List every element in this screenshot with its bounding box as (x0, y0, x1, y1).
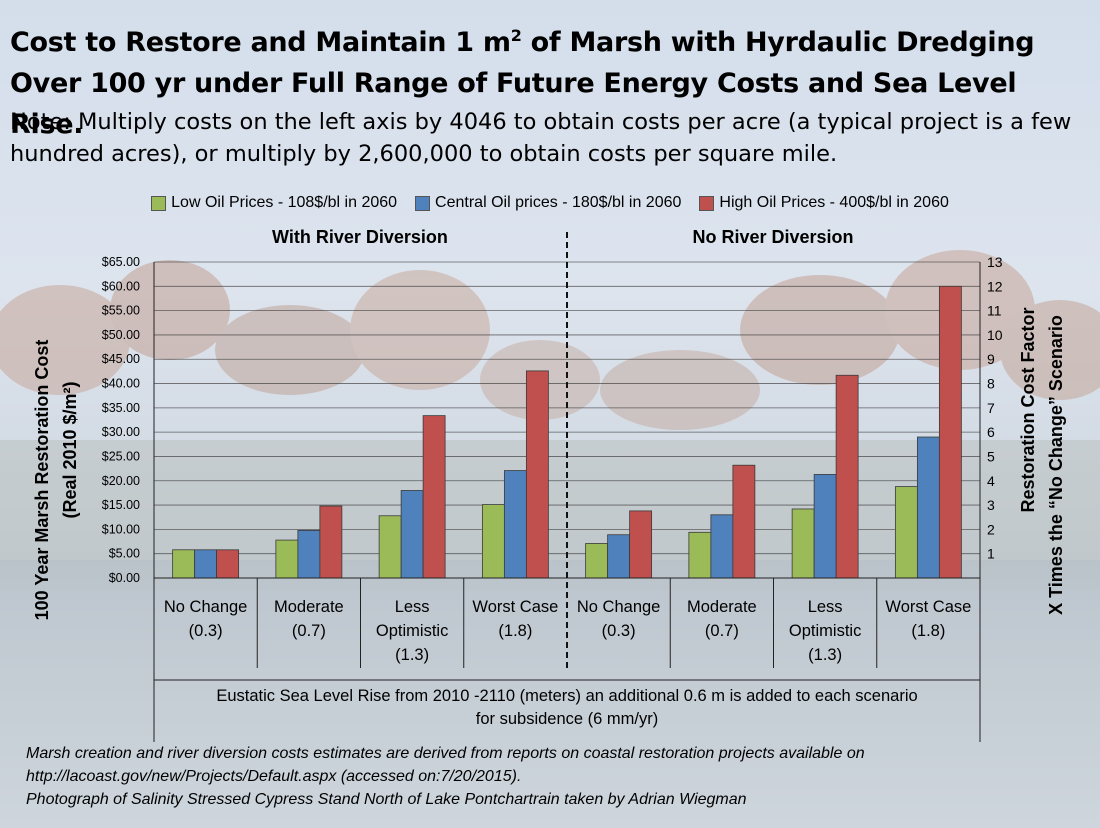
bar (916, 436, 940, 579)
x-category-label: (1.8) (911, 622, 945, 640)
y2-tick-label: 6 (987, 424, 995, 440)
bar (813, 474, 837, 579)
x-category-label: Optimistic (376, 622, 448, 640)
bar (938, 285, 962, 579)
caption-line2: http://lacoast.gov/new/Projects/Default.… (26, 768, 522, 785)
y-tick-label: $15.00 (102, 498, 140, 512)
y2-tick-label: 12 (987, 278, 1003, 294)
legend-swatch-low (151, 195, 167, 211)
x-category-label: (1.8) (498, 622, 532, 640)
legend-swatch-central (415, 195, 431, 211)
y2-tick-label: 11 (987, 303, 1002, 319)
bar (688, 531, 712, 579)
x-axis-label-line1: Eustatic Sea Level Rise from 2010 -2110 … (216, 687, 917, 705)
x-category-label: Less (395, 598, 430, 616)
legend-label-high: High Oil Prices - 400$/bl in 2060 (719, 194, 949, 211)
bar (629, 510, 653, 579)
panel-label-no-diversion: No River Diversion (692, 227, 854, 247)
y-tick-label: $25.00 (102, 449, 140, 463)
x-category-label: Moderate (274, 598, 344, 616)
caption: Marsh creation and river diversion costs… (0, 742, 1100, 811)
y2-tick-label: 7 (987, 400, 995, 416)
bar (732, 464, 756, 579)
y-tick-label: $20.00 (102, 474, 140, 488)
x-category-label: (0.3) (189, 622, 223, 640)
y-tick-label: $65.00 (102, 255, 140, 269)
legend-label-central: Central Oil prices - 180$/bl in 2060 (435, 194, 682, 211)
bar (319, 505, 343, 579)
bar (422, 415, 446, 579)
bar (481, 504, 505, 579)
y2-tick-label: 8 (987, 376, 995, 392)
x-category-label: (1.3) (395, 646, 429, 664)
y2-tick-label: 13 (987, 254, 1003, 270)
caption-line3: Photograph of Salinity Stressed Cypress … (26, 791, 747, 808)
y2-tick-label: 10 (987, 327, 1003, 343)
y2-tick-label: 4 (987, 473, 995, 489)
x-category-label: Less (808, 598, 843, 616)
y2-axis-label-line2: X Times the “No Change” Scenario (1046, 315, 1066, 615)
y-axis-label-line1: 100 Year Marsh Restoration Cost (32, 340, 52, 621)
y-tick-label: $55.00 (102, 304, 140, 318)
legend-item-central: Central Oil prices - 180$/bl in 2060 (415, 192, 681, 214)
bar (378, 515, 402, 579)
y-tick-label: $10.00 (102, 522, 140, 536)
bar (216, 549, 240, 579)
y2-tick-label: 2 (987, 521, 995, 537)
legend-item-high: High Oil Prices - 400$/bl in 2060 (699, 192, 949, 214)
x-category-label: (1.3) (808, 646, 842, 664)
bar (194, 549, 218, 579)
bar (607, 534, 631, 579)
x-category-label: No Change (164, 598, 247, 616)
y2-tick-label: 5 (987, 448, 995, 464)
x-category-label: Worst Case (885, 598, 971, 616)
bar (400, 490, 424, 579)
chart-title: Cost to Restore and Maintain 1 m2 of Mar… (10, 22, 1095, 145)
y2-tick-label: 9 (987, 351, 995, 367)
bar (525, 370, 549, 579)
y-axis-label-line2: (Real 2010 $/m²) (60, 381, 80, 518)
legend-item-low: Low Oil Prices - 108$/bl in 2060 (151, 192, 397, 214)
bar (297, 529, 321, 579)
x-category-label: No Change (577, 598, 660, 616)
x-category-label: (0.7) (705, 622, 739, 640)
bar (710, 514, 734, 579)
x-category-label: (0.7) (292, 622, 326, 640)
title-line1: Cost to Restore and Maintain 1 m2 of Mar… (10, 26, 1035, 58)
y-tick-label: $35.00 (102, 401, 140, 415)
legend-label-low: Low Oil Prices - 108$/bl in 2060 (171, 194, 398, 211)
x-axis-label-line2: for subsidence (6 mm/yr) (476, 710, 658, 728)
bar (172, 549, 196, 579)
y-tick-label: $30.00 (102, 425, 140, 439)
legend-swatch-high (699, 195, 715, 211)
caption-line1: Marsh creation and river diversion costs… (26, 745, 865, 762)
bar (894, 486, 918, 579)
bar (585, 543, 609, 579)
x-category-label: Optimistic (789, 622, 861, 640)
y-tick-label: $40.00 (102, 377, 140, 391)
chart-legend: Low Oil Prices - 108$/bl in 2060 Central… (0, 192, 1100, 214)
y-tick-label: $50.00 (102, 328, 140, 342)
y-tick-label: $60.00 (102, 279, 140, 293)
y2-tick-label: 1 (987, 546, 995, 562)
chart-note: Note: Multiply costs on the left axis by… (10, 109, 1072, 167)
bar (503, 470, 527, 579)
bar (835, 374, 859, 579)
bar (791, 508, 815, 579)
y2-axis-label-line1: Restoration Cost Factor (1018, 307, 1038, 512)
x-category-label: Moderate (687, 598, 757, 616)
y-tick-label: $45.00 (102, 352, 140, 366)
x-category-label: (0.3) (602, 622, 636, 640)
y2-tick-label: 3 (987, 497, 995, 513)
title-line2: Over 100 yr under Full Range of Future E… (10, 68, 1017, 140)
y-tick-label: $0.00 (109, 571, 140, 585)
y-tick-label: $5.00 (109, 547, 140, 561)
bar (275, 539, 299, 579)
panel-label-with-diversion: With River Diversion (272, 227, 448, 247)
x-category-label: Worst Case (472, 598, 558, 616)
